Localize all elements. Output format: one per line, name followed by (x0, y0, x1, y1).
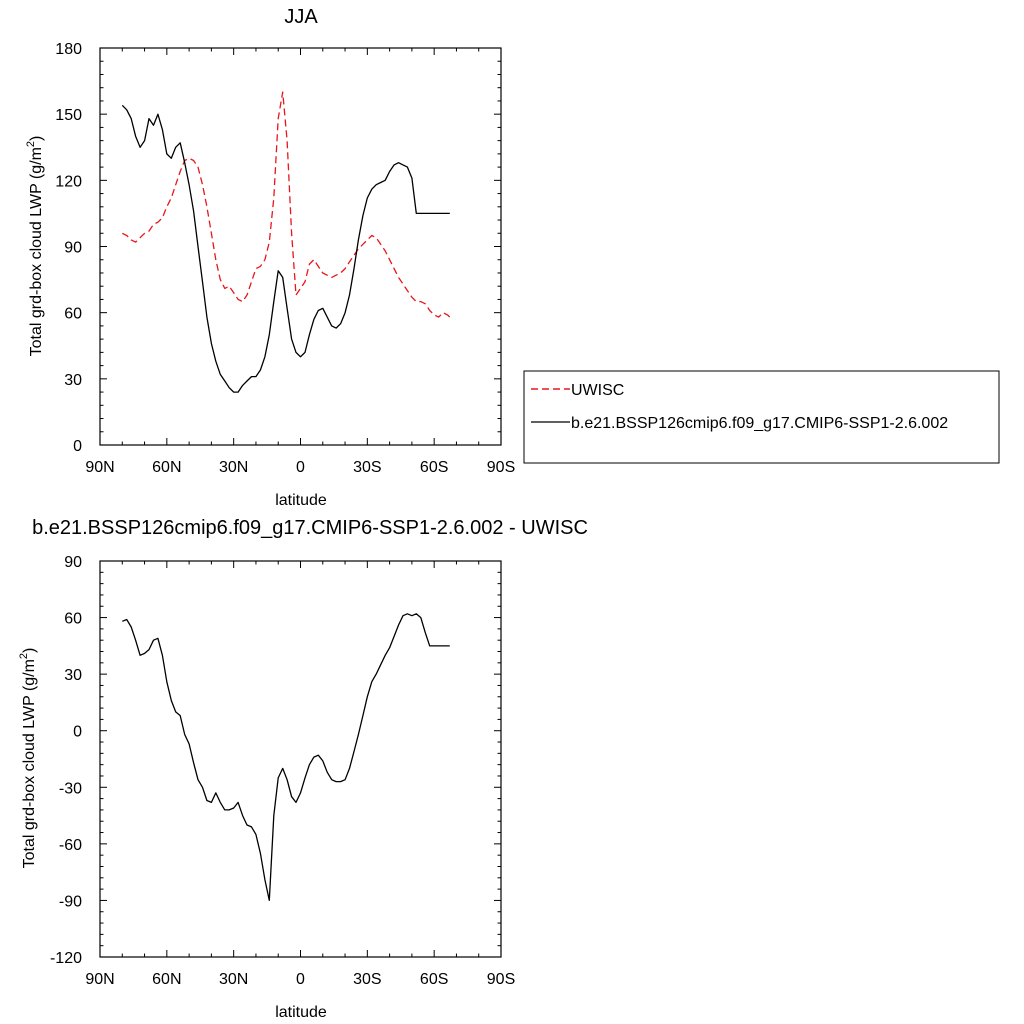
x-tick-label: 90N (85, 971, 114, 988)
x-tick-label: 60S (420, 971, 448, 988)
bottom-chart-x-ticks: 90N 60N 30N 0 30S 60S 90S (85, 561, 515, 988)
top-chart-xlabel: latitude (275, 492, 327, 509)
y-tick-label: 150 (55, 107, 82, 124)
bottom-chart-panel: b.e21.BSSP126cmip6.f09_g17.CMIP6-SSP1-2.… (18, 517, 588, 1021)
legend-model-label: b.e21.BSSP126cmip6.f09_g17.CMIP6-SSP1-2.… (571, 415, 948, 432)
bottom-chart-y-ticks: -120 -90 -60 -30 0 30 60 90 (50, 554, 501, 967)
top-chart-series (121, 91, 451, 393)
y-tick-label: -30 (59, 780, 82, 797)
y-tick-label: 30 (64, 667, 82, 684)
y-tick-label: 30 (64, 372, 82, 389)
bottom-ylabel-sup: 2 (18, 653, 30, 659)
y-tick-label: 60 (64, 306, 82, 323)
x-tick-label: 30S (353, 971, 381, 988)
x-tick-label: 0 (296, 459, 305, 476)
y-tick-label: 90 (64, 240, 82, 257)
model-line-panel-1 (122, 613, 450, 902)
bottom-chart-xlabel: latitude (275, 1004, 327, 1021)
x-tick-label: 90S (487, 459, 515, 476)
legend-box (523, 370, 1000, 464)
x-tick-label: 90N (85, 459, 114, 476)
y-tick-label: -90 (59, 893, 82, 910)
y-tick-label: -60 (59, 837, 82, 854)
y-tick-label: 90 (64, 554, 82, 571)
legend: UWISC b.e21.BSSP126cmip6.f09_g17.CMIP6-S… (523, 370, 1000, 464)
bottom-ylabel-main: Total grd-box cloud LWP (g/m (21, 659, 38, 868)
x-tick-label: 0 (296, 971, 305, 988)
top-ylabel-main: Total grd-box cloud LWP (g/m (28, 147, 45, 356)
y-tick-label: 180 (55, 41, 82, 58)
bottom-chart-series (122, 613, 450, 902)
x-tick-label: 60S (420, 459, 448, 476)
uwisc-line-panel-0 (122, 91, 451, 318)
bottom-chart-title: b.e21.BSSP126cmip6.f09_g17.CMIP6-SSP1-2.… (32, 517, 588, 539)
model-line-panel-0 (121, 104, 450, 393)
top-chart-x-ticks: 90N 60N 30N 0 30S 60S 90S (85, 48, 515, 476)
top-chart-y-ticks: 0 30 60 90 120 150 180 (55, 41, 501, 455)
x-tick-label: 30N (219, 971, 248, 988)
top-ylabel-sup: 2 (25, 141, 37, 147)
x-tick-label: 90S (487, 971, 515, 988)
top-chart-title: JJA (284, 6, 318, 28)
top-chart-ylabel: Total grd-box cloud LWP (g/m2) (25, 136, 45, 357)
top-chart-panel: JJA 90N 60N 30N 0 30S 60S 90S 0 30 60 90 120 150 180… (25, 6, 1000, 509)
y-tick-label: 60 (64, 611, 82, 628)
y-tick-label: 0 (73, 724, 82, 741)
bottom-chart-ylabel: Total grd-box cloud LWP (g/m2) (18, 648, 38, 869)
legend-uwisc-label: UWISC (571, 382, 624, 399)
top-chart-frame (99, 47, 502, 446)
x-tick-label: 60N (152, 459, 181, 476)
bottom-chart-frame (99, 560, 502, 958)
x-tick-label: 60N (152, 971, 181, 988)
y-tick-label: 0 (73, 438, 82, 455)
y-tick-label: -120 (50, 950, 82, 967)
y-tick-label: 120 (55, 173, 82, 190)
x-tick-label: 30N (219, 459, 248, 476)
top-ylabel-tail: ) (28, 136, 45, 141)
bottom-ylabel-tail: ) (21, 648, 38, 653)
x-tick-label: 30S (353, 459, 381, 476)
